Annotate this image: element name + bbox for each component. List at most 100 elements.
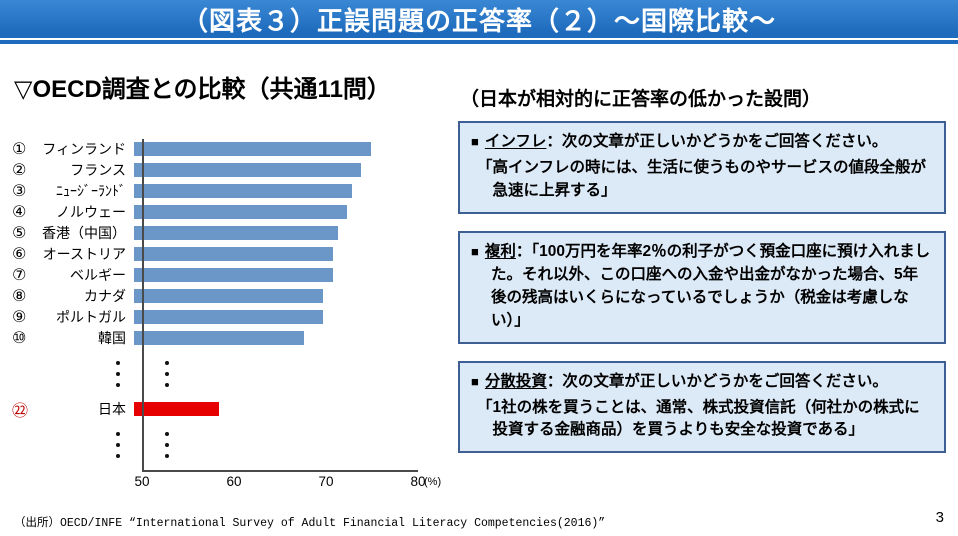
dot (165, 382, 169, 387)
rank-number: ⑩ (12, 330, 27, 348)
country-label: ノルウェー (56, 204, 126, 221)
bar-track (134, 265, 418, 286)
rank-number: ⑤ (12, 225, 27, 243)
bar-track (134, 399, 418, 420)
header-accent-rule (0, 40, 958, 44)
dot (165, 453, 169, 458)
country-label: フィンランド (42, 141, 126, 158)
question-head: ■ 複利：「100万円を年率2％の利子がつく預金口座に預け入れました。それ以外、こ… (471, 241, 933, 333)
question-keyword: 分散投資 (484, 372, 547, 390)
country-label: ﾆｭｰｼﾞｰﾗﾝﾄﾞ (56, 183, 126, 200)
chart-row: ⑥ オーストリア (10, 244, 430, 265)
content-area: ▽OECD調査との比較（共通11問） ① フィンランド ② フランス ③ ﾆｭｰｼﾞｰﾗﾝ… (0, 44, 958, 496)
bar-track (134, 244, 418, 265)
country-label: 韓国 (98, 330, 126, 347)
chart-y-axis (142, 138, 144, 470)
source-note: （出所）OECD/INFE “International Survey of A… (14, 517, 606, 530)
x-tick-label: 60 (226, 473, 242, 489)
country-bar-chart: ① フィンランド ② フランス ③ ﾆｭｰｼﾞｰﾗﾝﾄﾞ ④ ノルウェー ⑤ 香港（中国） ⑥ オース… (10, 138, 441, 496)
question-keyword: 複利 (484, 242, 516, 260)
chart-row: ② フランス (10, 160, 430, 181)
slide-title: （図表３）正誤問題の正答率（２）～国際比較～ (181, 5, 776, 36)
question-lead: ：次の文章が正しいかどうかをご回答ください。 (546, 133, 888, 150)
x-tick-label: 50 (134, 473, 150, 489)
chart-row: ① フィンランド (10, 139, 430, 160)
rank-number: ② (12, 162, 27, 180)
dot (165, 431, 169, 436)
country-label: 香港（中国） (42, 225, 126, 242)
country-bar (134, 310, 324, 325)
chart-row: ㉒ 日本 (10, 399, 430, 420)
chart-section: ▽OECD調査との比較（共通11問） ① フィンランド ② フランス ③ ﾆｭｰｼﾞｰﾗﾝ… (0, 44, 452, 496)
country-bar (134, 184, 352, 199)
question-lead: ：次の文章が正しいかどうかをご回答ください。 (546, 372, 888, 390)
question-quote: 「高インフレの時には、生活に使うものやサービスの値段全般が急速に上昇する」 (477, 158, 927, 199)
questions-section: （日本が相対的に正答率の低かった設問） ■ インフレ：次の文章が正しいかどうかをご… (452, 44, 958, 496)
chart-ellipsis-row (10, 420, 430, 470)
country-bar (134, 268, 333, 283)
country-bar (134, 163, 362, 178)
country-bar (134, 226, 338, 241)
rank-number: ① (12, 141, 27, 159)
dot (116, 442, 120, 447)
square-bullet-icon: ■ (471, 134, 479, 149)
dot (116, 382, 120, 387)
dot (165, 360, 169, 365)
country-bar (134, 289, 324, 304)
country-bar (134, 142, 371, 157)
vertical-ellipsis-icon (116, 360, 120, 387)
bar-track (134, 181, 418, 202)
country-bar (134, 331, 305, 346)
rank-number: ③ (12, 183, 27, 201)
rank-number: ④ (12, 204, 27, 222)
country-bar (134, 205, 347, 220)
question-box-inflation: ■ インフレ：次の文章が正しいかどうかをご回答ください。 「高インフレの時には、生… (458, 121, 946, 214)
vertical-ellipsis-icon (165, 431, 169, 458)
bar-track (134, 286, 418, 307)
dot (116, 371, 120, 376)
dot (165, 442, 169, 447)
bar-track (134, 202, 418, 223)
x-tick-label: 70 (318, 473, 334, 489)
chart-row: ⑦ ベルギー (10, 265, 430, 286)
dot (116, 431, 120, 436)
chart-row: ⑧ カナダ (10, 286, 430, 307)
rank-number: ⑨ (12, 309, 27, 327)
country-label: フランス (70, 162, 126, 179)
bar-track (134, 223, 418, 244)
question-head: ■ 分散投資：次の文章が正しいかどうかをご回答ください。 (471, 371, 933, 394)
country-label: ベルギー (70, 267, 126, 284)
rank-number: ⑦ (12, 267, 27, 285)
dot (165, 371, 169, 376)
question-keyword: インフレ (484, 133, 547, 150)
chart-row: ③ ﾆｭｰｼﾞｰﾗﾝﾄﾞ (10, 181, 430, 202)
rank-number: ㉒ (12, 403, 29, 421)
dot (116, 453, 120, 458)
country-label: オーストリア (42, 246, 126, 263)
dot (116, 360, 120, 365)
bar-track (134, 160, 418, 181)
question-quote: 「1社の株を買うことは、通常、株式投資信託（何社かの株式に投資する金融商品）を買… (477, 398, 920, 439)
rank-number: ⑧ (12, 288, 27, 306)
bar-track (134, 307, 418, 328)
chart-x-tick-row: 50 60 70 80 (%) (134, 473, 441, 496)
question-head: ■ インフレ：次の文章が正しいかどうかをご回答ください。 (471, 131, 933, 154)
country-bar (134, 247, 333, 262)
vertical-ellipsis-icon (116, 431, 120, 458)
square-bullet-icon: ■ (471, 373, 479, 389)
chart-rows: ① フィンランド ② フランス ③ ﾆｭｰｼﾞｰﾗﾝﾄﾞ ④ ノルウェー ⑤ 香港（中国） ⑥ オース… (10, 139, 430, 470)
questions-section-title: （日本が相対的に正答率の低かった設問） (460, 89, 822, 110)
x-axis-unit: (%) (424, 475, 442, 488)
chart-ellipsis-row (10, 349, 430, 399)
chart-row: ⑤ 香港（中国） (10, 223, 430, 244)
slide-header: （図表３）正誤問題の正答率（２）～国際比較～ (0, 0, 958, 38)
chart-row: ④ ノルウェー (10, 202, 430, 223)
x-tick-label: 80 (410, 473, 426, 489)
chart-section-title: ▽OECD調査との比較（共通11問） (14, 76, 391, 103)
chart-row: ⑩ 韓国 (10, 328, 430, 349)
question-box-compound-interest: ■ 複利：「100万円を年率2％の利子がつく預金口座に預け入れました。それ以外、こ… (458, 230, 946, 344)
slide-footer: （出所）OECD/INFE “International Survey of A… (14, 509, 944, 530)
country-label: 日本 (98, 401, 126, 418)
chart-x-axis (142, 469, 418, 472)
